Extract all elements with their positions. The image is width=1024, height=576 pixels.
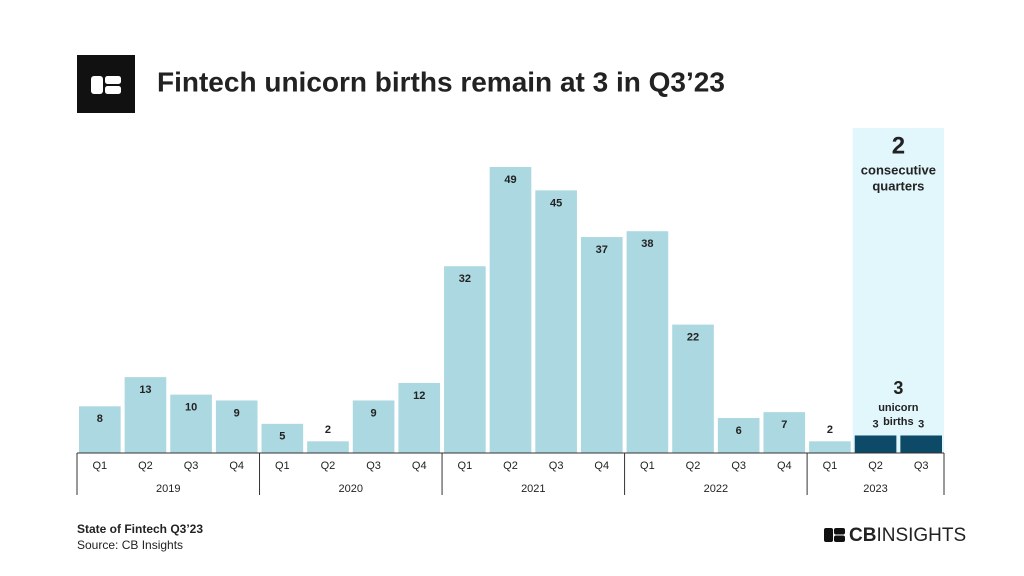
x-tick-label: Q1 [640, 460, 655, 472]
data-label: 3 [918, 418, 924, 430]
data-label: 38 [641, 238, 653, 250]
x-tick-label: Q2 [868, 460, 883, 472]
data-label: 5 [279, 431, 285, 443]
data-label: 45 [550, 197, 562, 209]
x-tick-label: Q3 [366, 460, 381, 472]
x-tick-label: Q4 [594, 460, 609, 472]
data-label: 8 [97, 413, 103, 425]
x-tick-label: Q1 [823, 460, 838, 472]
x-tick-label: Q3 [914, 460, 929, 472]
data-label: 6 [736, 425, 742, 437]
group-label: 2022 [704, 483, 728, 495]
annotation-text: consecutive [861, 162, 936, 177]
data-label: 9 [234, 407, 240, 419]
data-label: 3 [872, 418, 878, 430]
data-label: 22 [687, 331, 699, 343]
bar [809, 441, 851, 453]
bar [763, 412, 806, 453]
bar [307, 441, 349, 453]
annotation-text: births [883, 416, 914, 428]
x-tick-label: Q4 [777, 460, 792, 472]
group-label: 2021 [521, 483, 545, 495]
brand: CBINSIGHTS [849, 525, 966, 546]
highlight-band [852, 128, 944, 453]
chart-title: Fintech unicorn births remain at 3 in Q3… [157, 66, 725, 97]
brand-icon [824, 528, 845, 542]
x-tick-label: Q1 [275, 460, 290, 472]
bar [672, 324, 714, 453]
bar [444, 266, 486, 453]
annotation-number: 3 [893, 378, 903, 398]
bar [352, 400, 395, 453]
bar [124, 377, 167, 453]
data-label: 12 [413, 390, 425, 402]
bar [261, 423, 304, 453]
x-tick-label: Q2 [321, 460, 336, 472]
data-label: 13 [139, 384, 151, 396]
bar [398, 382, 441, 453]
bar [854, 435, 897, 453]
data-label: 2 [827, 424, 833, 436]
x-tick-label: Q4 [412, 460, 427, 472]
group-label: 2019 [156, 483, 180, 495]
bar [717, 417, 760, 453]
x-tick-label: Q3 [731, 460, 746, 472]
bar [626, 231, 669, 453]
x-tick-label: Q1 [458, 460, 473, 472]
bar [79, 406, 121, 453]
annotation-text: quarters [872, 178, 924, 193]
x-tick-label: Q4 [229, 460, 244, 472]
x-tick-label: Q1 [92, 460, 107, 472]
data-label: 37 [596, 244, 608, 256]
data-label: 7 [781, 419, 787, 431]
bar [489, 167, 532, 453]
x-tick-label: Q3 [184, 460, 199, 472]
bar [580, 237, 623, 453]
plot: 8Q113Q210Q39Q45Q12Q29Q312Q432Q149Q245Q33… [76, 128, 945, 495]
footer-report: State of Fintech Q3’23 [77, 522, 203, 536]
bar [535, 190, 577, 454]
data-label: 32 [459, 273, 471, 285]
x-tick-label: Q2 [503, 460, 518, 472]
bar [900, 435, 942, 453]
brand-insights: INSIGHTS [876, 525, 966, 546]
brand-cb: CB [849, 525, 876, 546]
footer-source: Source: CB Insights [77, 538, 183, 552]
data-label: 2 [325, 424, 331, 436]
data-label: 10 [185, 402, 197, 414]
data-label: 9 [371, 407, 377, 419]
group-label: 2023 [863, 483, 887, 495]
data-label: 49 [504, 174, 516, 186]
x-tick-label: Q3 [549, 460, 564, 472]
x-tick-label: Q2 [686, 460, 701, 472]
logo-icon [91, 76, 121, 94]
annotation-text: unicorn [878, 402, 919, 414]
logo-box [77, 55, 135, 113]
x-tick-label: Q2 [138, 460, 153, 472]
annotation-number: 2 [892, 132, 905, 159]
bar [215, 400, 258, 453]
bar [170, 394, 212, 453]
group-label: 2020 [339, 483, 363, 495]
